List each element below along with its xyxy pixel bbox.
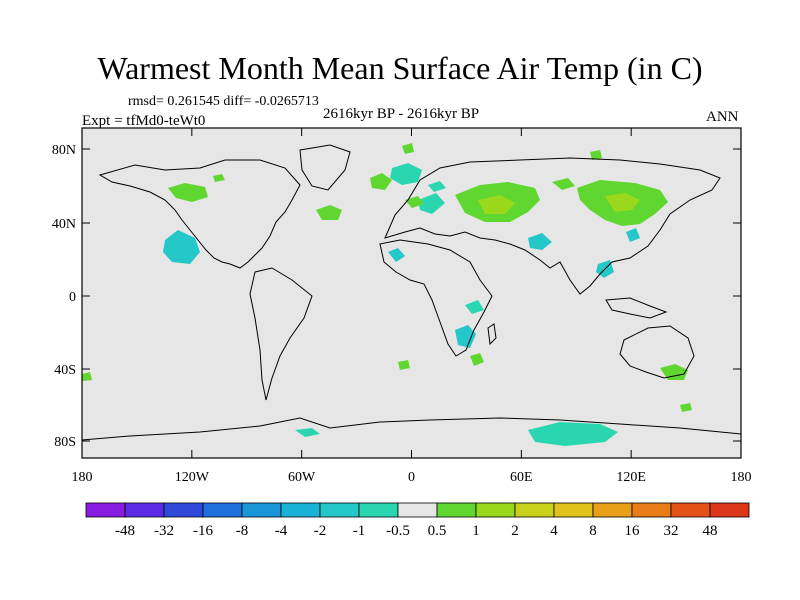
- colorbar-swatch: [514, 502, 555, 518]
- colorbar-label: 48: [703, 523, 718, 539]
- anomaly-patch: [626, 228, 640, 242]
- continent-madagascar: [487, 323, 497, 346]
- anomaly-patch: [428, 181, 446, 192]
- anomaly-patch: [295, 428, 320, 437]
- colorbar-label: 2: [511, 523, 519, 539]
- colorbar: -48 -32 -16 -8 -4 -2 -1 -0.5 0.5 1 2 4 8 16 32 48: [85, 502, 750, 539]
- anomaly-patch: [605, 193, 640, 212]
- colorbar-label: 32: [664, 523, 679, 539]
- colorbar-swatch: [475, 502, 516, 518]
- continent-north-america: [98, 159, 301, 269]
- colorbar-label: -32: [154, 523, 174, 539]
- plot-title: Warmest Month Mean Surface Air Temp (in …: [97, 50, 703, 86]
- colorbar-label: -16: [193, 523, 213, 539]
- colorbar-swatch: [163, 502, 204, 518]
- colorbar-swatch: [397, 502, 438, 518]
- lat-label: 80S: [54, 435, 76, 450]
- lon-label: 180: [731, 470, 752, 485]
- continent-australia: [619, 325, 695, 379]
- experiment-label: Expt = tfMd0-teWt0: [82, 113, 206, 129]
- anomaly-patch: [168, 183, 208, 202]
- continent-greenland: [299, 144, 351, 191]
- anomaly-patch: [405, 196, 424, 208]
- colorbar-swatch: [631, 502, 672, 518]
- continent-antarctica: [81, 417, 742, 441]
- colorbar-swatch: [124, 502, 165, 518]
- colorbar-swatch: [553, 502, 594, 518]
- colorbar-swatch: [358, 502, 399, 518]
- anomaly-patch: [478, 195, 515, 214]
- colorbar-label: -0.5: [386, 523, 410, 539]
- colorbar-swatch: [241, 502, 282, 518]
- continent-maritime-asia: [605, 297, 668, 319]
- continent-south-america: [249, 267, 313, 401]
- anomaly-patch: [470, 353, 484, 366]
- anomaly-patch: [402, 143, 414, 154]
- anomaly-patch: [82, 372, 92, 381]
- anomaly-patch: [370, 173, 392, 190]
- anomaly-patch: [552, 178, 575, 190]
- colorbar-swatch: [709, 502, 750, 518]
- coastlines: [81, 144, 742, 441]
- lat-label: 80N: [52, 143, 76, 158]
- anomaly-patch: [213, 174, 225, 182]
- anomaly-patch: [465, 300, 484, 314]
- anomaly-patch: [660, 364, 688, 380]
- season-label: ANN: [706, 109, 739, 125]
- colorbar-label: 0.5: [428, 523, 447, 539]
- colorbar-swatch: [85, 502, 126, 518]
- colorbar-label: 4: [550, 523, 558, 539]
- colorbar-swatch: [319, 502, 360, 518]
- anomaly-patch: [418, 193, 445, 214]
- period-label: 2616kyr BP - 2616kyr BP: [323, 106, 480, 122]
- anomaly-patch: [388, 248, 405, 262]
- lat-label: 40N: [52, 217, 76, 232]
- colorbar-label: -2: [314, 523, 327, 539]
- colorbar-label: -4: [275, 523, 288, 539]
- anomaly-patches: [82, 143, 692, 446]
- colorbar-swatch: [670, 502, 711, 518]
- anomaly-patch: [528, 422, 618, 446]
- anomaly-patch: [528, 233, 552, 250]
- lon-label: 60E: [510, 470, 533, 485]
- anomaly-patch: [398, 360, 410, 370]
- latitude-axis: 80N 40N 0 40S 80S: [52, 143, 741, 450]
- lon-label: 180: [72, 470, 93, 485]
- colorbar-swatch: [280, 502, 321, 518]
- colorbar-label: 1: [472, 523, 480, 539]
- lat-label: 0: [69, 290, 76, 305]
- colorbar-label: -8: [236, 523, 249, 539]
- colorbar-swatch: [436, 502, 477, 518]
- lon-label: 120E: [616, 470, 646, 485]
- lon-label: 120W: [175, 470, 210, 485]
- lon-label: 60W: [288, 470, 316, 485]
- anomaly-patch: [590, 150, 602, 160]
- colorbar-label: -1: [353, 523, 366, 539]
- anomaly-patch: [390, 163, 422, 185]
- colorbar-label: 16: [625, 523, 641, 539]
- lat-label: 40S: [54, 363, 76, 378]
- lon-label: 0: [408, 470, 415, 485]
- longitude-axis: 180 120W 60W 0 60E 120E 180: [72, 128, 752, 485]
- anomaly-patch: [680, 403, 692, 412]
- anomaly-patch: [163, 230, 200, 264]
- colorbar-label: 8: [589, 523, 597, 539]
- colorbar-swatch: [202, 502, 243, 518]
- anomaly-patch: [316, 205, 342, 220]
- colorbar-label: -48: [115, 523, 135, 539]
- colorbar-swatch: [592, 502, 633, 518]
- continent-eurasia: [384, 157, 721, 295]
- stats-readout: rmsd= 0.261545 diff= -0.0265713: [128, 94, 319, 109]
- continent-africa: [379, 239, 493, 357]
- anomaly-patch: [455, 325, 476, 348]
